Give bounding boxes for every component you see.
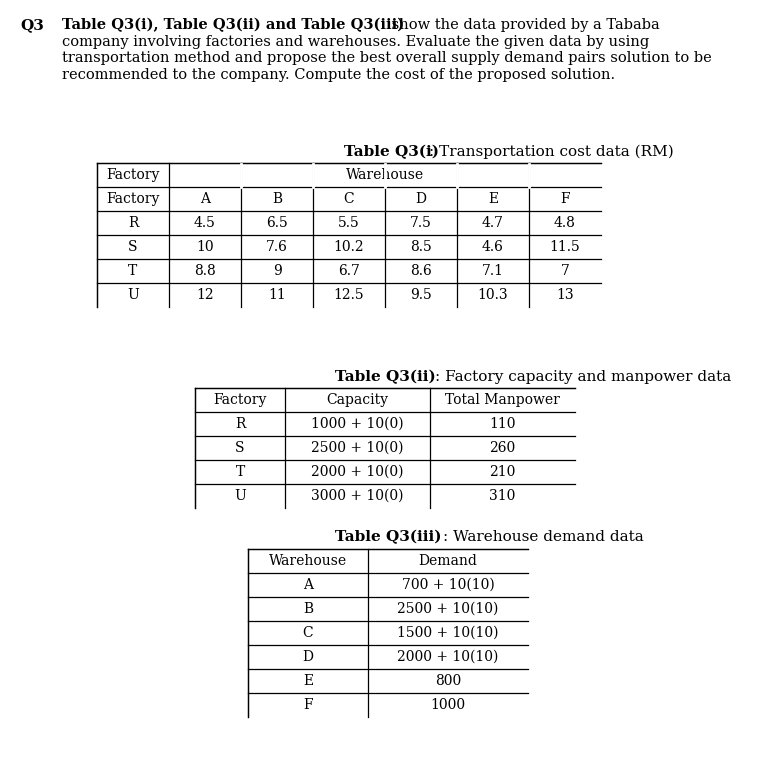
Text: 260: 260 [490,441,515,455]
Text: 7: 7 [561,264,569,278]
Text: 210: 210 [490,465,515,479]
Text: 10.3: 10.3 [478,288,508,302]
Text: Demand: Demand [418,554,478,568]
Text: F: F [303,698,313,712]
Text: U: U [127,288,139,302]
Text: 12: 12 [196,288,213,302]
Text: 2500 + 10(0): 2500 + 10(0) [311,441,404,455]
Text: R: R [127,216,138,230]
Text: S: S [128,240,138,254]
Text: : Warehouse demand data: : Warehouse demand data [443,530,644,544]
Text: 13: 13 [556,288,574,302]
Text: 2000 + 10(0): 2000 + 10(0) [311,465,404,479]
Text: 4.7: 4.7 [482,216,504,230]
Text: company involving factories and warehouses. Evaluate the given data by using: company involving factories and warehous… [62,34,649,48]
Text: recommended to the company. Compute the cost of the proposed solution.: recommended to the company. Compute the … [62,68,615,82]
Text: 1000: 1000 [430,698,465,712]
Text: Warehouse: Warehouse [346,168,424,182]
Text: 12.5: 12.5 [334,288,364,302]
Text: Total Manpower: Total Manpower [445,393,560,407]
Text: E: E [488,192,498,206]
Text: 2000 + 10(10): 2000 + 10(10) [397,650,499,664]
Text: 7.1: 7.1 [482,264,504,278]
Text: 8.5: 8.5 [410,240,432,254]
Text: show the data provided by a Tababa: show the data provided by a Tababa [387,18,660,32]
Text: 4.8: 4.8 [554,216,576,230]
Text: 110: 110 [490,417,516,431]
Text: U: U [234,489,246,503]
Text: 9.5: 9.5 [410,288,432,302]
Text: 2500 + 10(10): 2500 + 10(10) [397,602,499,616]
Text: A: A [200,192,210,206]
Text: 8.8: 8.8 [194,264,216,278]
Text: 3000 + 10(0): 3000 + 10(0) [311,489,404,503]
Text: Factory: Factory [106,168,160,182]
Text: T: T [128,264,138,278]
Text: transportation method and propose the best overall supply demand pairs solution : transportation method and propose the be… [62,51,712,65]
Text: 9: 9 [273,264,282,278]
Text: C: C [343,192,354,206]
Text: R: R [235,417,246,431]
Text: 10: 10 [196,240,213,254]
Text: Capacity: Capacity [327,393,389,407]
Text: Table Q3(iii): Table Q3(iii) [335,530,441,545]
Text: Factory: Factory [213,393,267,407]
Text: 6.5: 6.5 [266,216,288,230]
Text: Table Q3(ii): Table Q3(ii) [335,370,436,384]
Text: Warehouse: Warehouse [269,554,347,568]
Text: T: T [235,465,245,479]
Text: : Transportation cost data (RM): : Transportation cost data (RM) [429,145,674,160]
Text: S: S [235,441,245,455]
Text: Factory: Factory [106,192,160,206]
Text: C: C [303,626,314,640]
Text: D: D [303,650,314,664]
Text: 10.2: 10.2 [334,240,364,254]
Text: 7.6: 7.6 [266,240,288,254]
Text: 310: 310 [490,489,515,503]
Text: 1500 + 10(10): 1500 + 10(10) [397,626,499,640]
Text: 4.6: 4.6 [482,240,504,254]
Text: B: B [272,192,282,206]
Text: 11: 11 [268,288,286,302]
Text: 1000 + 10(0): 1000 + 10(0) [311,417,404,431]
Text: F: F [560,192,570,206]
Text: Q3: Q3 [20,18,44,32]
Text: 6.7: 6.7 [338,264,360,278]
Text: 700 + 10(10): 700 + 10(10) [402,578,494,592]
Text: 7.5: 7.5 [410,216,432,230]
Text: : Factory capacity and manpower data: : Factory capacity and manpower data [435,370,731,384]
Text: 800: 800 [435,674,461,688]
Text: 4.5: 4.5 [194,216,216,230]
Text: D: D [415,192,426,206]
Text: 11.5: 11.5 [550,240,580,254]
Text: 5.5: 5.5 [338,216,360,230]
Text: B: B [303,602,313,616]
Text: A: A [303,578,313,592]
Text: Table Q3(i): Table Q3(i) [343,145,439,159]
Text: 8.6: 8.6 [410,264,432,278]
Text: E: E [303,674,313,688]
Text: Table Q3(i), Table Q3(ii) and Table Q3(iii): Table Q3(i), Table Q3(ii) and Table Q3(i… [62,18,404,32]
